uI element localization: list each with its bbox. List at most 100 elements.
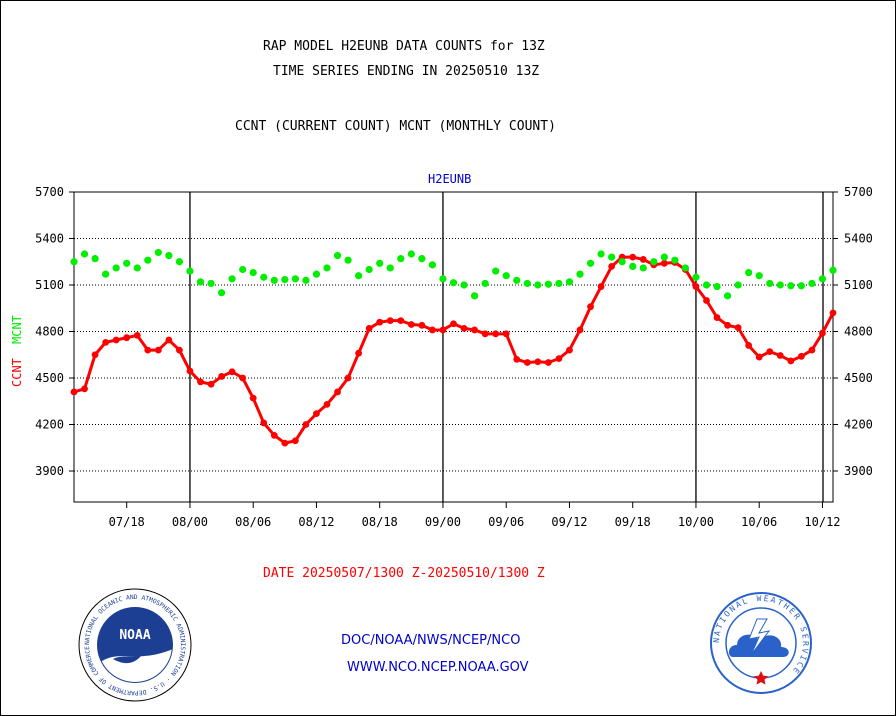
data-point-ccnt — [745, 342, 753, 349]
data-point-ccnt — [502, 330, 510, 338]
data-point-mcnt — [576, 270, 584, 278]
y-tick-label-right: 5400 — [844, 232, 873, 246]
data-point-mcnt — [586, 259, 595, 267]
data-point-ccnt — [291, 437, 299, 445]
data-point-ccnt — [703, 297, 710, 304]
footer-url[interactable]: WWW.NCO.NCEP.NOAA.GOV — [347, 660, 529, 675]
data-point-ccnt — [260, 419, 268, 427]
x-tick-label: 09/12 — [551, 515, 587, 529]
nws-cloud-icon — [728, 618, 789, 657]
data-point-mcnt — [502, 272, 510, 280]
data-point-ccnt — [176, 346, 183, 354]
y-axis-label-ccnt: CCNT — [10, 358, 24, 387]
data-point-mcnt — [818, 275, 827, 283]
data-point-mcnt — [239, 265, 247, 274]
y-tick-label-left: 4500 — [35, 371, 64, 385]
data-point-ccnt — [323, 400, 331, 408]
nws-logo: NATIONAL WEATHER SERVICE — [710, 592, 812, 694]
data-point-mcnt — [154, 248, 162, 257]
noaa-logo-text: NOAA — [119, 628, 150, 643]
data-point-mcnt — [249, 269, 257, 277]
y-tick-label-left: 5400 — [35, 232, 64, 246]
data-point-mcnt — [144, 256, 152, 264]
footer-org[interactable]: DOC/NOAA/NWS/NCEP/NCO — [341, 633, 521, 648]
data-point-ccnt — [344, 374, 352, 382]
y-tick-label-right: 4200 — [844, 418, 873, 432]
data-point-mcnt — [418, 255, 426, 263]
data-point-mcnt — [217, 289, 226, 297]
data-point-ccnt — [523, 359, 531, 366]
nws-star-icon — [753, 671, 769, 685]
chart-description: CCNT (CURRENT COUNT) MCNT (MONTHLY COUNT… — [235, 119, 556, 134]
x-tick-label: 08/18 — [362, 515, 398, 529]
data-point-ccnt — [797, 352, 805, 360]
data-point-ccnt — [819, 329, 826, 337]
data-point-ccnt — [608, 263, 616, 270]
data-point-ccnt — [218, 373, 225, 380]
data-point-ccnt — [597, 283, 605, 290]
series-header: H2EUNB — [428, 172, 472, 186]
data-point-mcnt — [544, 280, 552, 288]
data-point-ccnt — [197, 378, 204, 386]
data-point-ccnt — [787, 357, 795, 365]
data-point-ccnt — [207, 380, 215, 388]
data-point-mcnt — [70, 258, 78, 266]
data-point-ccnt — [154, 346, 162, 354]
data-point-mcnt — [260, 273, 268, 281]
chart-subtitle: TIME SERIES ENDING IN 20250510 13Z — [273, 64, 540, 79]
data-point-ccnt — [755, 353, 763, 361]
data-point-ccnt — [492, 330, 500, 338]
data-point-ccnt — [418, 321, 426, 329]
data-point-mcnt — [281, 275, 289, 284]
x-tick-label: 08/06 — [235, 515, 271, 529]
data-point-mcnt — [481, 279, 489, 288]
y-tick-label-left: 4200 — [35, 418, 64, 432]
data-point-ccnt — [829, 309, 837, 317]
data-point-mcnt — [470, 292, 479, 300]
data-point-ccnt — [397, 317, 405, 325]
data-point-mcnt — [608, 253, 616, 261]
data-point-ccnt — [334, 388, 341, 396]
data-point-mcnt — [344, 256, 352, 264]
data-point-mcnt — [534, 281, 542, 289]
data-point-ccnt — [808, 346, 816, 354]
data-point-ccnt — [407, 321, 415, 328]
data-point-ccnt — [471, 326, 478, 334]
data-point-ccnt — [429, 326, 436, 334]
data-point-mcnt — [355, 272, 363, 280]
data-point-mcnt — [734, 281, 742, 289]
data-point-ccnt — [376, 318, 384, 326]
data-point-mcnt — [555, 279, 563, 288]
data-point-mcnt — [91, 255, 99, 263]
data-point-mcnt — [808, 279, 816, 288]
y-tick-label-right: 3900 — [844, 464, 873, 478]
data-point-mcnt — [650, 258, 658, 266]
data-point-mcnt — [755, 272, 763, 280]
y-tick-label-right: 5700 — [844, 185, 873, 199]
data-point-mcnt — [312, 270, 321, 278]
data-point-mcnt — [449, 279, 458, 287]
data-point-ccnt — [355, 349, 363, 357]
x-tick-label: 10/06 — [741, 515, 777, 529]
y-axis-label-mcnt: MCNT — [10, 315, 24, 344]
data-point-mcnt — [702, 281, 711, 289]
y-tick-label-right: 4500 — [844, 371, 873, 385]
x-tick-label: 10/12 — [804, 515, 840, 529]
data-point-ccnt — [576, 326, 584, 334]
x-tick-label: 08/00 — [172, 515, 208, 529]
data-point-ccnt — [123, 334, 131, 342]
data-point-ccnt — [566, 346, 573, 354]
plot-area: 3900 3900 4200 4200 4500 4500 4800 4800 5100 5100… — [10, 185, 873, 529]
data-point-ccnt — [460, 325, 468, 332]
data-point-mcnt — [407, 250, 415, 258]
data-point-mcnt — [597, 250, 605, 258]
y-tick-label-left: 5100 — [35, 278, 64, 292]
data-point-mcnt — [439, 275, 447, 283]
data-point-ccnt — [249, 394, 257, 402]
data-point-mcnt — [629, 262, 637, 270]
data-point-mcnt — [829, 266, 837, 274]
data-point-ccnt — [450, 320, 457, 328]
x-tick-label: 09/18 — [615, 515, 651, 529]
data-point-ccnt — [239, 374, 247, 382]
